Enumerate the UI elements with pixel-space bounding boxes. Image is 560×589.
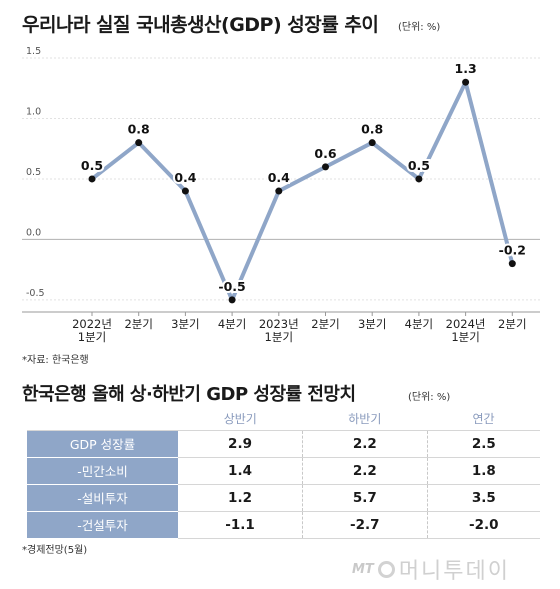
cell-value: 1.8 <box>427 457 540 485</box>
cell-value: 2.9 <box>178 429 303 458</box>
forecast-table: 상반기 하반기 연간 GDP 성장률 2.9 2.2 2.5 -민간소비 1.4… <box>27 407 540 539</box>
table-row: -민간소비 1.4 2.2 1.8 <box>27 457 540 485</box>
cell-value: 3.5 <box>427 484 540 512</box>
data-point <box>88 175 96 183</box>
table-unit: (단위: %) <box>408 392 451 403</box>
x-tick-label: 2분기 <box>311 317 339 331</box>
logo-name: 머니투데이 <box>398 559 511 584</box>
y-tick-label: 0.0 <box>26 227 41 238</box>
data-point <box>322 163 329 171</box>
row-label: -건설투자 <box>27 511 178 539</box>
data-label: 0.5 <box>408 158 430 173</box>
cell-value: -2.0 <box>427 511 540 539</box>
data-label: 0.4 <box>268 170 290 185</box>
header-annual: 연간 <box>472 411 495 426</box>
data-label: -0.5 <box>218 279 245 294</box>
publisher-logo: MT 머니투데이 <box>352 553 510 585</box>
x-tick-label: 3분기 <box>171 317 199 331</box>
x-tick-label: 1분기 <box>265 330 293 344</box>
chart-source: *자료: 한국은행 <box>22 355 89 366</box>
row-label: -설비투자 <box>27 484 178 512</box>
data-point <box>508 260 516 268</box>
data-point <box>415 175 423 183</box>
data-point <box>135 139 143 147</box>
header-h2: 하반기 <box>348 411 382 426</box>
series-line <box>90 80 515 302</box>
cell-value: 5.7 <box>302 484 428 512</box>
table-source: *경제전망(5월) <box>22 545 88 556</box>
x-tick-label: 3분기 <box>358 317 386 331</box>
data-label: 0.8 <box>128 122 150 137</box>
data-point <box>368 139 376 147</box>
y-tick-label: 0.5 <box>26 167 41 178</box>
chart-unit: (단위: %) <box>398 22 441 33</box>
data-point <box>228 296 236 304</box>
table-row: -건설투자 -1.1 -2.7 -2.0 <box>27 511 540 539</box>
data-point <box>275 187 283 195</box>
x-tick-label: 2022년 <box>72 317 112 331</box>
cell-value: 2.5 <box>427 429 540 458</box>
table-title: 한국은행 올해 상·하반기 GDP 성장률 전망치 <box>22 384 356 405</box>
x-tick-label: 1분기 <box>451 330 479 344</box>
cell-value: 2.2 <box>302 457 428 485</box>
x-tick-label: 4분기 <box>218 317 246 331</box>
cell-value: -2.7 <box>302 511 428 539</box>
x-tick-label: 2분기 <box>124 317 152 331</box>
data-label: 0.5 <box>81 158 103 173</box>
table-header-row: 상반기 하반기 연간 <box>27 407 540 430</box>
table-row: -설비투자 1.2 5.7 3.5 <box>27 484 540 512</box>
data-point <box>462 78 470 86</box>
header-empty <box>27 407 178 430</box>
y-tick-label: -0.5 <box>26 288 45 299</box>
data-label: -0.2 <box>499 243 526 258</box>
data-point <box>181 187 189 195</box>
y-tick-label: 1.5 <box>26 46 41 57</box>
cell-value: 1.4 <box>178 457 303 485</box>
data-label: 1.3 <box>455 61 477 76</box>
logo-mark: MT <box>352 561 374 577</box>
data-label: 0.8 <box>361 122 383 137</box>
data-label: 0.6 <box>314 146 336 161</box>
x-tick-label: 2023년 <box>259 317 299 331</box>
data-label: 0.4 <box>174 170 196 185</box>
cell-value: 2.2 <box>302 429 428 458</box>
x-tick-label: 4분기 <box>405 317 433 331</box>
y-tick-label: 1.0 <box>26 106 41 117</box>
line-chart: 1.5 1.0 0.5 0.0 -0.5 0.5 0.8 0.4 -0.5 0.4 0.6 0.8 0.… <box>22 46 540 344</box>
table-row: GDP 성장률 2.9 2.2 2.5 <box>27 429 540 458</box>
row-label: -민간소비 <box>27 457 178 485</box>
header-h1: 상반기 <box>223 411 257 426</box>
x-tick-label: 2분기 <box>498 317 526 331</box>
row-label: GDP 성장률 <box>27 429 178 458</box>
logo-circle-icon <box>377 560 395 578</box>
x-tick-label: 2024년 <box>446 317 486 331</box>
chart-title: 우리나라 실질 국내총생산(GDP) 성장률 추이 <box>22 14 379 36</box>
x-tick-label: 1분기 <box>78 330 106 344</box>
cell-value: -1.1 <box>178 511 303 539</box>
cell-value: 1.2 <box>178 484 303 512</box>
